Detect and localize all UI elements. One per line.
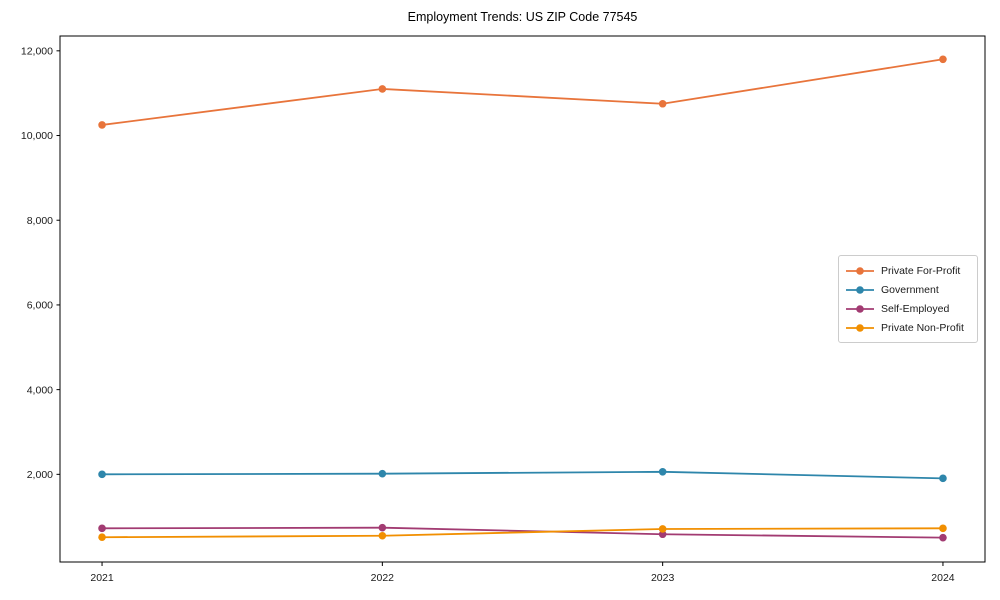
x-axis-tick-label: 2021 [90, 572, 114, 584]
legend: Private For-Profit Government Self-Employe… [838, 255, 978, 343]
series-line [102, 526, 943, 539]
y-axis-tick-label: 8,000 [27, 215, 53, 227]
legend-label: Private Non-Profit [881, 321, 964, 334]
y-axis-tick-label: 4,000 [27, 384, 53, 396]
data-point-marker [378, 85, 387, 93]
data-point-marker [939, 524, 947, 533]
legend-label: Self-Employed [881, 302, 950, 315]
data-point-marker [378, 531, 387, 540]
x-axis-tick-label: 2024 [931, 572, 955, 584]
data-point-marker [658, 99, 667, 108]
y-axis-tick-label: 6,000 [27, 300, 53, 312]
series-line [102, 527, 943, 539]
data-point-marker [658, 530, 667, 539]
data-point-marker [98, 533, 106, 542]
chart-title: Employment Trends: US ZIP Code 77545 [407, 10, 638, 24]
series-line [101, 58, 944, 126]
legend-line-marker-icon [846, 304, 874, 313]
data-point-marker [939, 533, 947, 542]
y-axis-tick-label: 12,000 [21, 46, 53, 58]
plot-border [59, 35, 986, 563]
data-point-marker [939, 474, 947, 483]
data-point-marker [658, 467, 667, 476]
legend-item: Self-Employed [846, 301, 970, 317]
y-axis-tick-label: 10,000 [21, 130, 53, 142]
data-point-marker [939, 55, 947, 64]
data-point-marker [98, 470, 106, 479]
series-line [102, 470, 943, 480]
legend-line-marker-icon [846, 266, 874, 275]
data-point-marker [658, 525, 667, 533]
legend-line-marker-icon [846, 323, 874, 332]
legend-label: Private For-Profit [881, 264, 961, 277]
x-axis-tick-label: 2022 [371, 572, 395, 584]
legend-label: Government [881, 283, 939, 296]
x-axis-tick-label: 2023 [651, 572, 675, 584]
legend-line-marker-icon [846, 285, 874, 294]
legend-item: Government [846, 282, 970, 298]
legend-item: Private For-Profit [846, 263, 970, 279]
data-point-marker [98, 524, 106, 533]
y-axis-tick-label: 2,000 [27, 469, 53, 481]
data-point-marker [98, 121, 106, 129]
legend-item: Private Non-Profit [846, 320, 970, 336]
data-point-marker [378, 469, 387, 478]
data-point-marker [378, 523, 387, 532]
